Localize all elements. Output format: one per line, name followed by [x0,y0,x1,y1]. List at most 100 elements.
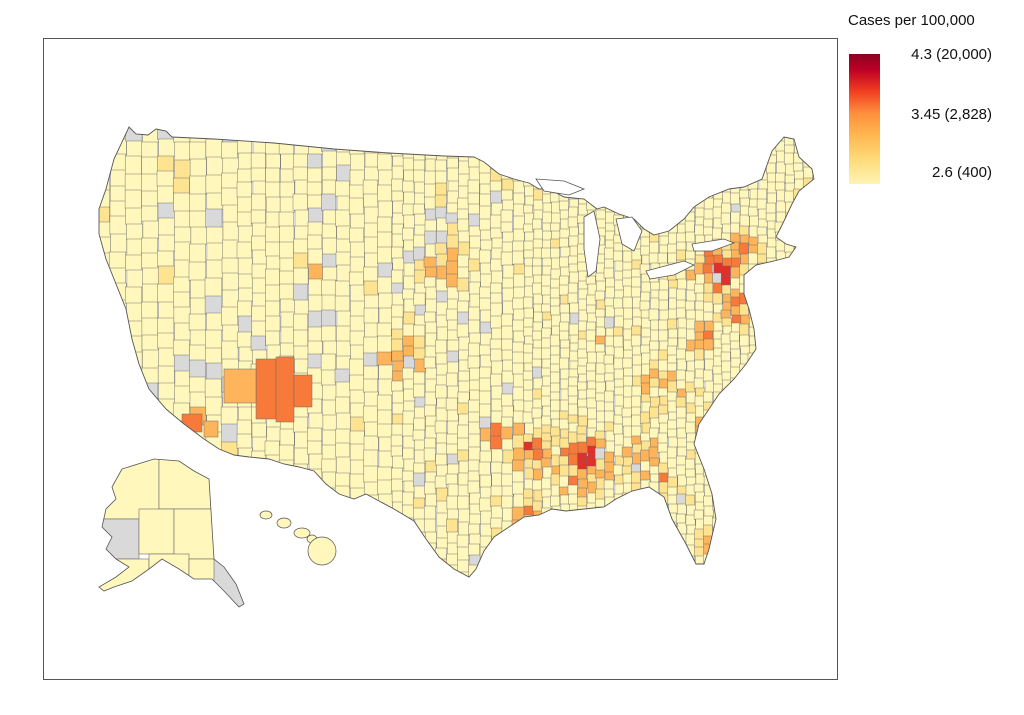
county-cell [532,347,543,360]
county-cell [551,134,561,147]
county-cell [512,145,525,160]
county-cell [568,464,579,477]
county-cell [756,198,767,210]
county-cell [595,131,606,144]
county-cell [392,257,405,271]
county-cell [785,453,795,464]
county-cell [774,396,785,406]
county-cell [377,520,393,536]
county-cell [568,206,579,218]
county-cell [541,477,552,490]
county-cell [766,265,777,275]
county-cell [221,187,239,206]
county-cell [748,252,758,265]
county-cell [99,172,110,191]
county-cell [756,388,767,398]
county-cell [739,567,750,577]
county-cell [649,340,660,351]
county-cell [657,387,668,397]
county-cell [803,374,814,384]
county-cell [622,357,633,369]
map-panel [43,38,838,680]
county-cell [335,396,351,414]
county-cell [721,466,732,477]
county-cell [667,486,678,496]
county-cell [802,337,813,348]
county-cell [447,127,459,136]
county-cell [567,563,578,575]
county-cell [424,311,436,323]
county-cell [204,277,222,297]
county-cell [703,127,714,135]
county-cell [512,330,525,343]
county-cell [631,325,642,336]
county-cell [784,322,794,333]
county-cell [686,328,696,341]
county-cell [685,151,695,163]
county-cell [667,354,678,364]
county-cell [550,410,560,420]
county-cell [307,440,323,455]
county-cell [676,417,687,429]
county-cell [512,531,525,545]
county-cell [423,447,436,462]
county-cell [479,403,491,418]
county-cell [587,465,597,475]
county-cell [811,250,814,262]
county-cell [523,505,534,516]
county-cell [252,249,268,265]
county-cell [597,581,606,590]
county-cell [712,564,722,575]
county-cell [320,487,336,504]
county-cell [784,367,795,379]
county-cell [614,315,625,328]
county-cell [632,316,643,327]
county-cell [785,568,796,577]
county-cell [577,441,588,454]
county-cell [478,249,491,264]
county-cell [605,230,615,241]
county-cell [568,172,579,182]
county-cell [577,574,588,577]
county-cell [595,308,606,318]
county-cell [713,400,724,411]
county-cell [694,283,705,294]
county-cell [605,239,615,249]
county-cell [676,163,687,173]
county-cell [524,185,535,197]
county-cell [802,301,812,313]
county-cell [794,170,804,180]
county-cell [676,143,686,156]
county-cell [794,317,805,328]
county-cell [766,463,777,474]
county-cell [666,345,677,356]
county-cell [793,383,804,393]
county-cell [613,580,622,589]
county-cell [731,527,742,540]
county-cell [685,468,696,478]
county-cell [238,315,254,333]
county-cell [667,428,678,438]
county-cell [236,181,252,198]
county-cell [363,548,378,565]
county-cell [414,583,425,593]
county-cell [541,327,552,339]
county-cell [237,257,253,275]
county-cell [468,421,481,435]
county-cell [308,263,324,280]
county-cell [631,259,642,270]
county-cell [413,135,426,148]
county-cell [686,581,695,591]
county-cell [613,127,623,134]
county-cell [533,160,543,171]
county-cell [424,579,435,591]
county-cell [552,580,561,590]
county-cell [403,191,416,205]
county-cell [141,237,158,254]
county-cell [775,127,786,133]
county-cell [748,559,759,571]
county-cell [424,391,437,406]
county-cell [446,453,459,465]
county-cell [658,278,669,291]
county-cell [500,134,513,147]
